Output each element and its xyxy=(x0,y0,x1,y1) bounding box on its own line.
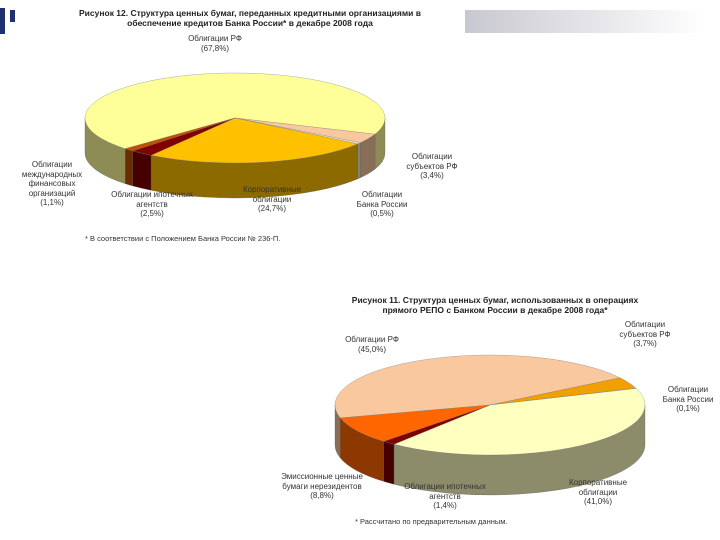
category-name: Облигации РФ xyxy=(345,335,399,344)
value-label: (1,4%) xyxy=(433,501,457,510)
value-label: (0,5%) xyxy=(370,209,394,218)
category-name: Облигации международных финансовых орган… xyxy=(21,160,83,198)
accent-bar xyxy=(0,8,5,34)
pie-slice xyxy=(84,72,386,149)
slice-label: Корпоративные облигации (41,0%) xyxy=(558,478,638,507)
slice-side xyxy=(132,150,152,191)
pie-slice xyxy=(334,354,621,419)
slice-label: Облигации ипотечных агентств (2,5%) xyxy=(107,190,197,219)
category-name: Корпоративные облигации xyxy=(568,478,628,497)
category-name: Облигации Банка России xyxy=(662,385,714,404)
category-name: Эмиссионные ценные бумаги нерезидентов xyxy=(281,472,363,491)
slice-side xyxy=(125,148,133,187)
category-name: Облигации ипотечных агентств xyxy=(404,482,486,501)
footnote: * В соответствии с Положением Банка Росс… xyxy=(85,234,281,243)
value-label: (8,8%) xyxy=(310,491,334,500)
slice-label: Облигации международных финансовых орган… xyxy=(12,160,92,208)
value-label: (3,4%) xyxy=(420,171,444,180)
chart-title: Рисунок 12. Структура ценных бумаг, пере… xyxy=(79,8,421,28)
value-label: (0,1%) xyxy=(676,404,700,413)
slice-label: Облигации ипотечных агентств (1,4%) xyxy=(400,482,490,511)
slice-label: Облигации субъектов РФ (3,4%) xyxy=(397,152,467,181)
pie-slice xyxy=(124,117,236,152)
value-label: (24,7%) xyxy=(257,204,286,213)
pie-slice xyxy=(150,117,359,164)
value-label: (45,0%) xyxy=(357,344,386,354)
slice-label: Эмиссионные ценные бумаги нерезидентов (8… xyxy=(272,472,372,501)
category-name: Облигации ипотечных агентств xyxy=(111,190,193,209)
slice-label: Корпоративные облигации (24,7%) xyxy=(232,185,312,214)
slice-label: Облигации субъектов РФ (3,7%) xyxy=(610,320,680,349)
footnote: * Рассчитано по предварительным данным. xyxy=(355,517,508,526)
slice-side xyxy=(383,441,395,485)
slice-label: Облигации Банка России (0,1%) xyxy=(658,385,718,414)
value-label: (67,8%) xyxy=(200,43,229,53)
category-name: Облигации субъектов РФ xyxy=(406,152,458,171)
slice-label: Облигации РФ (67,8%) xyxy=(175,34,255,53)
category-name: Облигации субъектов РФ xyxy=(619,320,671,339)
header-band xyxy=(465,10,705,33)
category-name: Облигации РФ xyxy=(188,34,242,43)
pie-slice xyxy=(393,388,646,456)
slice-label: Облигации РФ (45,0%) xyxy=(337,335,407,354)
value-label: (2,5%) xyxy=(140,209,164,218)
accent-bar xyxy=(10,10,15,22)
slice-label: Облигации Банка России (0,5%) xyxy=(352,190,412,219)
chart-title: Рисунок 11. Структура ценных бумаг, испо… xyxy=(351,295,639,315)
category-name: Корпоративные облигации xyxy=(242,185,302,204)
value-label: (3,7%) xyxy=(633,339,657,348)
value-label: (1,1%) xyxy=(40,198,64,207)
slice-side xyxy=(357,142,361,180)
value-label: (41,0%) xyxy=(583,497,612,506)
pie-slice xyxy=(339,404,491,442)
category-name: Облигации Банка России xyxy=(356,190,408,209)
